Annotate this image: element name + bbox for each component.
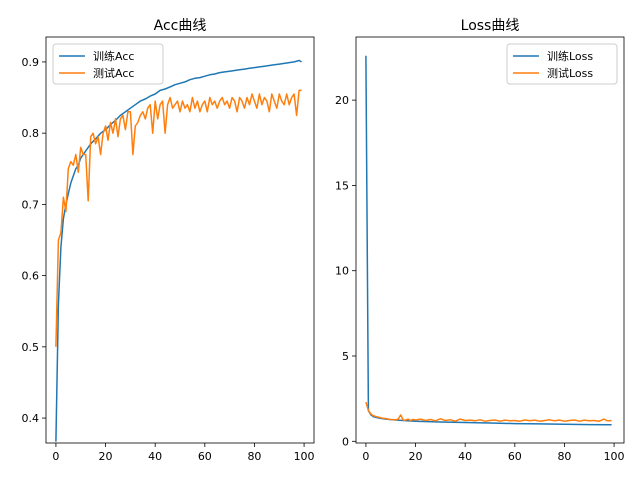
y-tick-label: 0.4 (22, 412, 40, 425)
y-tick-label: 0.7 (22, 198, 40, 211)
legend: 训练Loss 测试Loss (506, 43, 618, 85)
y-tick-label: 0.5 (22, 341, 40, 354)
x-tick-label: 40 (148, 450, 162, 463)
legend-box (52, 43, 164, 85)
legend-box (506, 43, 618, 85)
x-tick-label: 40 (458, 450, 472, 463)
legend-label-1: 训练Acc (93, 49, 134, 63)
x-tick-label: 100 (604, 450, 625, 463)
x-tick-label: 100 (294, 450, 315, 463)
y-tick-label: 10 (335, 265, 349, 278)
y-tick-label: 0.8 (22, 127, 40, 140)
plot-frame (45, 36, 315, 444)
x-tick-label: 0 (52, 450, 59, 463)
y-tick-label: 20 (335, 94, 349, 107)
series-line-2 (55, 89, 302, 347)
x-tick-label: 20 (409, 450, 423, 463)
x-tick-label: 20 (99, 450, 113, 463)
legend: 训练Acc 测试Acc (52, 43, 164, 85)
x-tick-label: 80 (247, 450, 261, 463)
legend-label-2: 测试Loss (547, 67, 593, 80)
x-tick-label: 60 (198, 450, 212, 463)
legend-label-1: 训练Loss (547, 49, 593, 63)
x-tick-label: 60 (508, 450, 522, 463)
y-tick-label: 5 (342, 350, 349, 363)
series-line-2 (365, 401, 612, 422)
y-tick-label: 0.6 (22, 270, 40, 283)
chart-title: Acc曲线 (154, 18, 207, 34)
series-line-1 (365, 55, 612, 426)
plot-frame (355, 36, 625, 444)
legend-label-2: 测试Acc (93, 67, 134, 80)
plot-2: Loss曲线 0 20 40 60 80 100 0 5 10 15 20 训练Loss 测试Loss (335, 18, 625, 463)
x-tick-label: 80 (557, 450, 571, 463)
x-tick-label: 0 (362, 450, 369, 463)
y-tick-label: 15 (335, 179, 349, 192)
chart-title: Loss曲线 (461, 18, 520, 34)
y-tick-label: 0.9 (22, 56, 40, 69)
plot-1: Acc曲线 0 20 40 60 80 100 0.4 0.5 0.6 0.7 0.8 0.9 训练Acc… (22, 18, 315, 463)
y-tick-label: 0 (342, 435, 349, 448)
series-line-1 (55, 59, 302, 442)
